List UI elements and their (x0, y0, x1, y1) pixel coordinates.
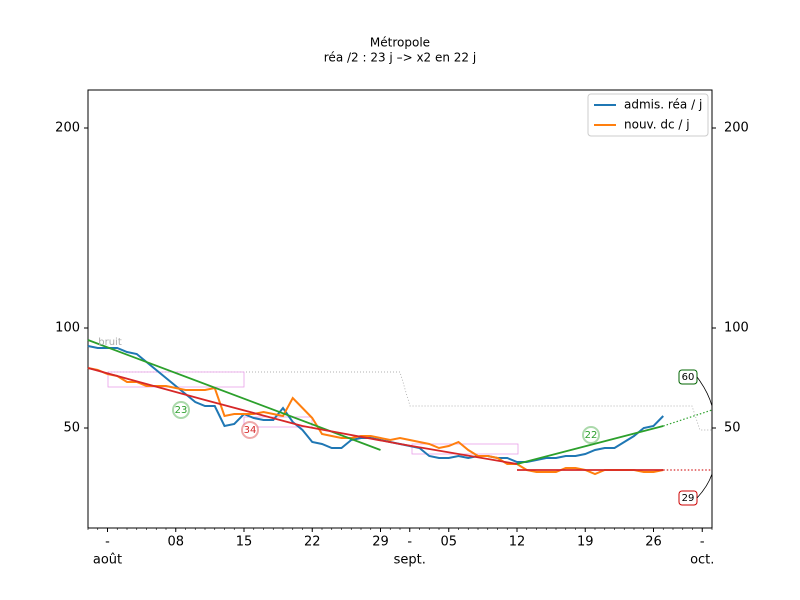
annotation: 23 (175, 405, 188, 416)
annotation: 22 (585, 430, 598, 441)
x-tick-label: - (700, 535, 705, 550)
annotation: 29 (682, 493, 695, 504)
fit-line (87, 339, 381, 451)
plot-frame (87, 89, 713, 529)
y2-tick-label: 200 (724, 121, 749, 136)
x-tick-label: - (105, 535, 110, 550)
series-line (87, 345, 664, 463)
x-tick-label: 12 (509, 535, 526, 550)
noise-box (411, 443, 519, 455)
chart-title: Métropole (370, 36, 430, 50)
legend-label: admis. réa / j (624, 98, 702, 112)
x-tick-label: 29 (372, 535, 389, 550)
annotation: 60 (682, 372, 695, 383)
noise-box (243, 416, 313, 428)
x-tick-label: - (407, 535, 412, 550)
x-tick-label: 22 (304, 535, 321, 550)
annotation-arrow (696, 376, 713, 407)
x-tick-label: 19 (577, 535, 594, 550)
y-tick-label: 200 (55, 121, 80, 136)
y-tick-label: 100 (55, 321, 80, 336)
annotation-badge (241, 421, 259, 439)
annotation: bruit (98, 337, 122, 348)
noise-line (108, 371, 712, 431)
y2-tick-label: 50 (724, 421, 741, 436)
chart-subtitle: réa /2 : 23 j –> x2 en 22 j (324, 51, 476, 65)
series-line (87, 367, 664, 476)
legend-label: nouv. dc / j (624, 118, 690, 132)
y-tick-label: 50 (63, 421, 80, 436)
x-tick-label: 08 (167, 535, 184, 550)
month-label: oct. (690, 553, 714, 568)
legend-frame (587, 93, 709, 137)
legend: admis. réa / j nouv. dc / j (587, 93, 709, 137)
fit-line (663, 409, 713, 427)
fit-line (87, 367, 518, 465)
x-tick-label: 26 (645, 535, 662, 550)
annotation-badge (582, 426, 600, 444)
annotation-badge (172, 401, 190, 419)
month-label: août (93, 553, 122, 568)
annotation-arrow (696, 473, 713, 499)
fit-line (516, 425, 664, 465)
annotation: 34 (244, 425, 257, 436)
x-tick-label: 05 (440, 535, 457, 550)
x-tick-label: 15 (236, 535, 253, 550)
month-label: sept. (394, 553, 426, 568)
y2-tick-label: 100 (724, 321, 749, 336)
